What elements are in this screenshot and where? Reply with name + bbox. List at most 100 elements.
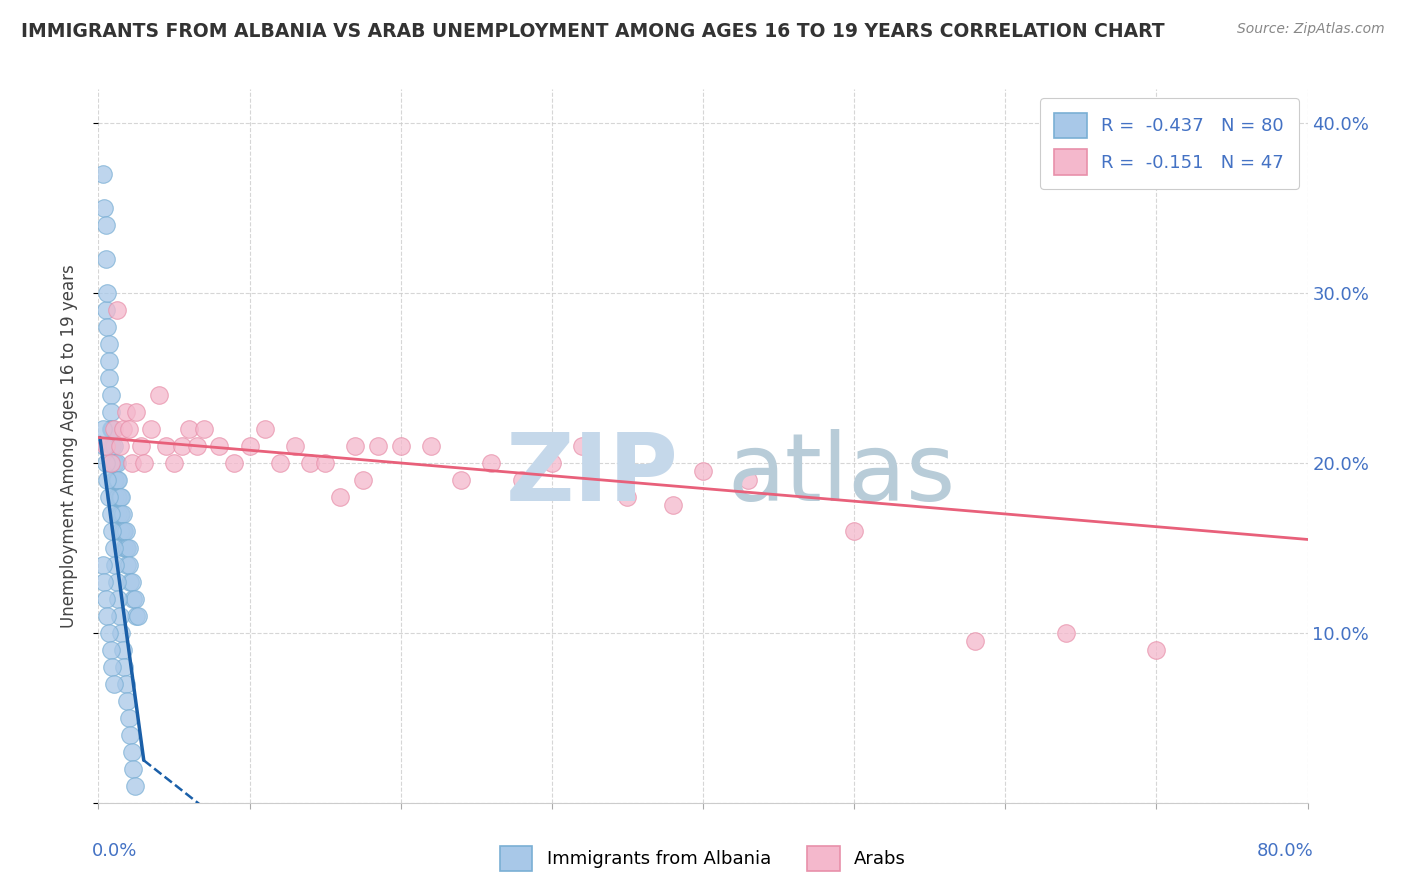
- Point: [120, 574, 142, 589]
- Point: [96, 608, 118, 623]
- Point: [193, 422, 215, 436]
- Point: [115, 541, 138, 555]
- Point: [367, 439, 389, 453]
- Point: [96, 320, 118, 334]
- Point: [121, 574, 143, 589]
- Point: [692, 465, 714, 479]
- Point: [965, 634, 987, 648]
- Point: [844, 524, 866, 538]
- Point: [103, 677, 125, 691]
- Point: [141, 422, 163, 436]
- Point: [110, 507, 132, 521]
- Point: [108, 439, 131, 453]
- Point: [114, 541, 136, 555]
- Point: [114, 405, 136, 419]
- Point: [129, 439, 152, 453]
- Point: [104, 456, 127, 470]
- Point: [94, 218, 117, 232]
- Point: [118, 711, 141, 725]
- Point: [94, 456, 117, 470]
- Point: [104, 558, 127, 572]
- Point: [110, 490, 132, 504]
- Point: [108, 524, 131, 538]
- Point: [124, 591, 146, 606]
- Point: [107, 473, 129, 487]
- Point: [100, 422, 122, 436]
- Point: [94, 303, 117, 318]
- Point: [179, 422, 201, 436]
- Point: [662, 499, 685, 513]
- Point: [111, 422, 134, 436]
- Text: IMMIGRANTS FROM ALBANIA VS ARAB UNEMPLOYMENT AMONG AGES 16 TO 19 YEARS CORRELATI: IMMIGRANTS FROM ALBANIA VS ARAB UNEMPLOY…: [21, 22, 1164, 41]
- Point: [344, 439, 367, 453]
- Point: [105, 303, 128, 318]
- Point: [224, 456, 246, 470]
- Point: [118, 422, 141, 436]
- Point: [155, 439, 177, 453]
- Point: [98, 354, 121, 368]
- Text: ZIP: ZIP: [506, 428, 679, 521]
- Point: [94, 252, 117, 266]
- Point: [103, 456, 125, 470]
- Point: [616, 490, 638, 504]
- Point: [420, 439, 443, 453]
- Point: [101, 422, 124, 436]
- Point: [112, 541, 135, 555]
- Point: [111, 643, 134, 657]
- Point: [1054, 626, 1077, 640]
- Point: [100, 643, 122, 657]
- Point: [105, 456, 128, 470]
- Point: [98, 371, 121, 385]
- Point: [104, 473, 127, 487]
- Point: [108, 608, 131, 623]
- Point: [105, 473, 128, 487]
- Text: atlas: atlas: [727, 428, 956, 521]
- Text: 80.0%: 80.0%: [1257, 842, 1313, 860]
- Point: [107, 507, 129, 521]
- Point: [104, 490, 127, 504]
- Point: [98, 490, 121, 504]
- Point: [91, 167, 114, 181]
- Point: [93, 201, 115, 215]
- Legend: Immigrants from Albania, Arabs: Immigrants from Albania, Arabs: [492, 838, 914, 879]
- Point: [94, 439, 117, 453]
- Point: [352, 473, 374, 487]
- Point: [114, 677, 136, 691]
- Point: [93, 574, 115, 589]
- Point: [120, 728, 142, 742]
- Y-axis label: Unemployment Among Ages 16 to 19 years: Unemployment Among Ages 16 to 19 years: [59, 264, 77, 628]
- Point: [208, 439, 231, 453]
- Point: [114, 524, 136, 538]
- Point: [125, 405, 148, 419]
- Point: [98, 337, 121, 351]
- Point: [125, 608, 148, 623]
- Point: [107, 490, 129, 504]
- Point: [510, 473, 533, 487]
- Text: Source: ZipAtlas.com: Source: ZipAtlas.com: [1237, 22, 1385, 37]
- Point: [122, 762, 145, 776]
- Point: [389, 439, 412, 453]
- Point: [127, 608, 149, 623]
- Point: [108, 490, 131, 504]
- Point: [103, 422, 125, 436]
- Point: [94, 591, 117, 606]
- Point: [115, 694, 138, 708]
- Point: [170, 439, 193, 453]
- Point: [101, 524, 124, 538]
- Point: [96, 286, 118, 301]
- Point: [101, 660, 124, 674]
- Point: [571, 439, 593, 453]
- Point: [132, 456, 155, 470]
- Point: [186, 439, 208, 453]
- Point: [103, 456, 125, 470]
- Point: [110, 524, 132, 538]
- Text: 0.0%: 0.0%: [93, 842, 138, 860]
- Point: [100, 405, 122, 419]
- Point: [540, 456, 562, 470]
- Point: [112, 524, 135, 538]
- Point: [314, 456, 336, 470]
- Point: [121, 456, 143, 470]
- Point: [105, 490, 128, 504]
- Point: [737, 473, 759, 487]
- Point: [115, 558, 138, 572]
